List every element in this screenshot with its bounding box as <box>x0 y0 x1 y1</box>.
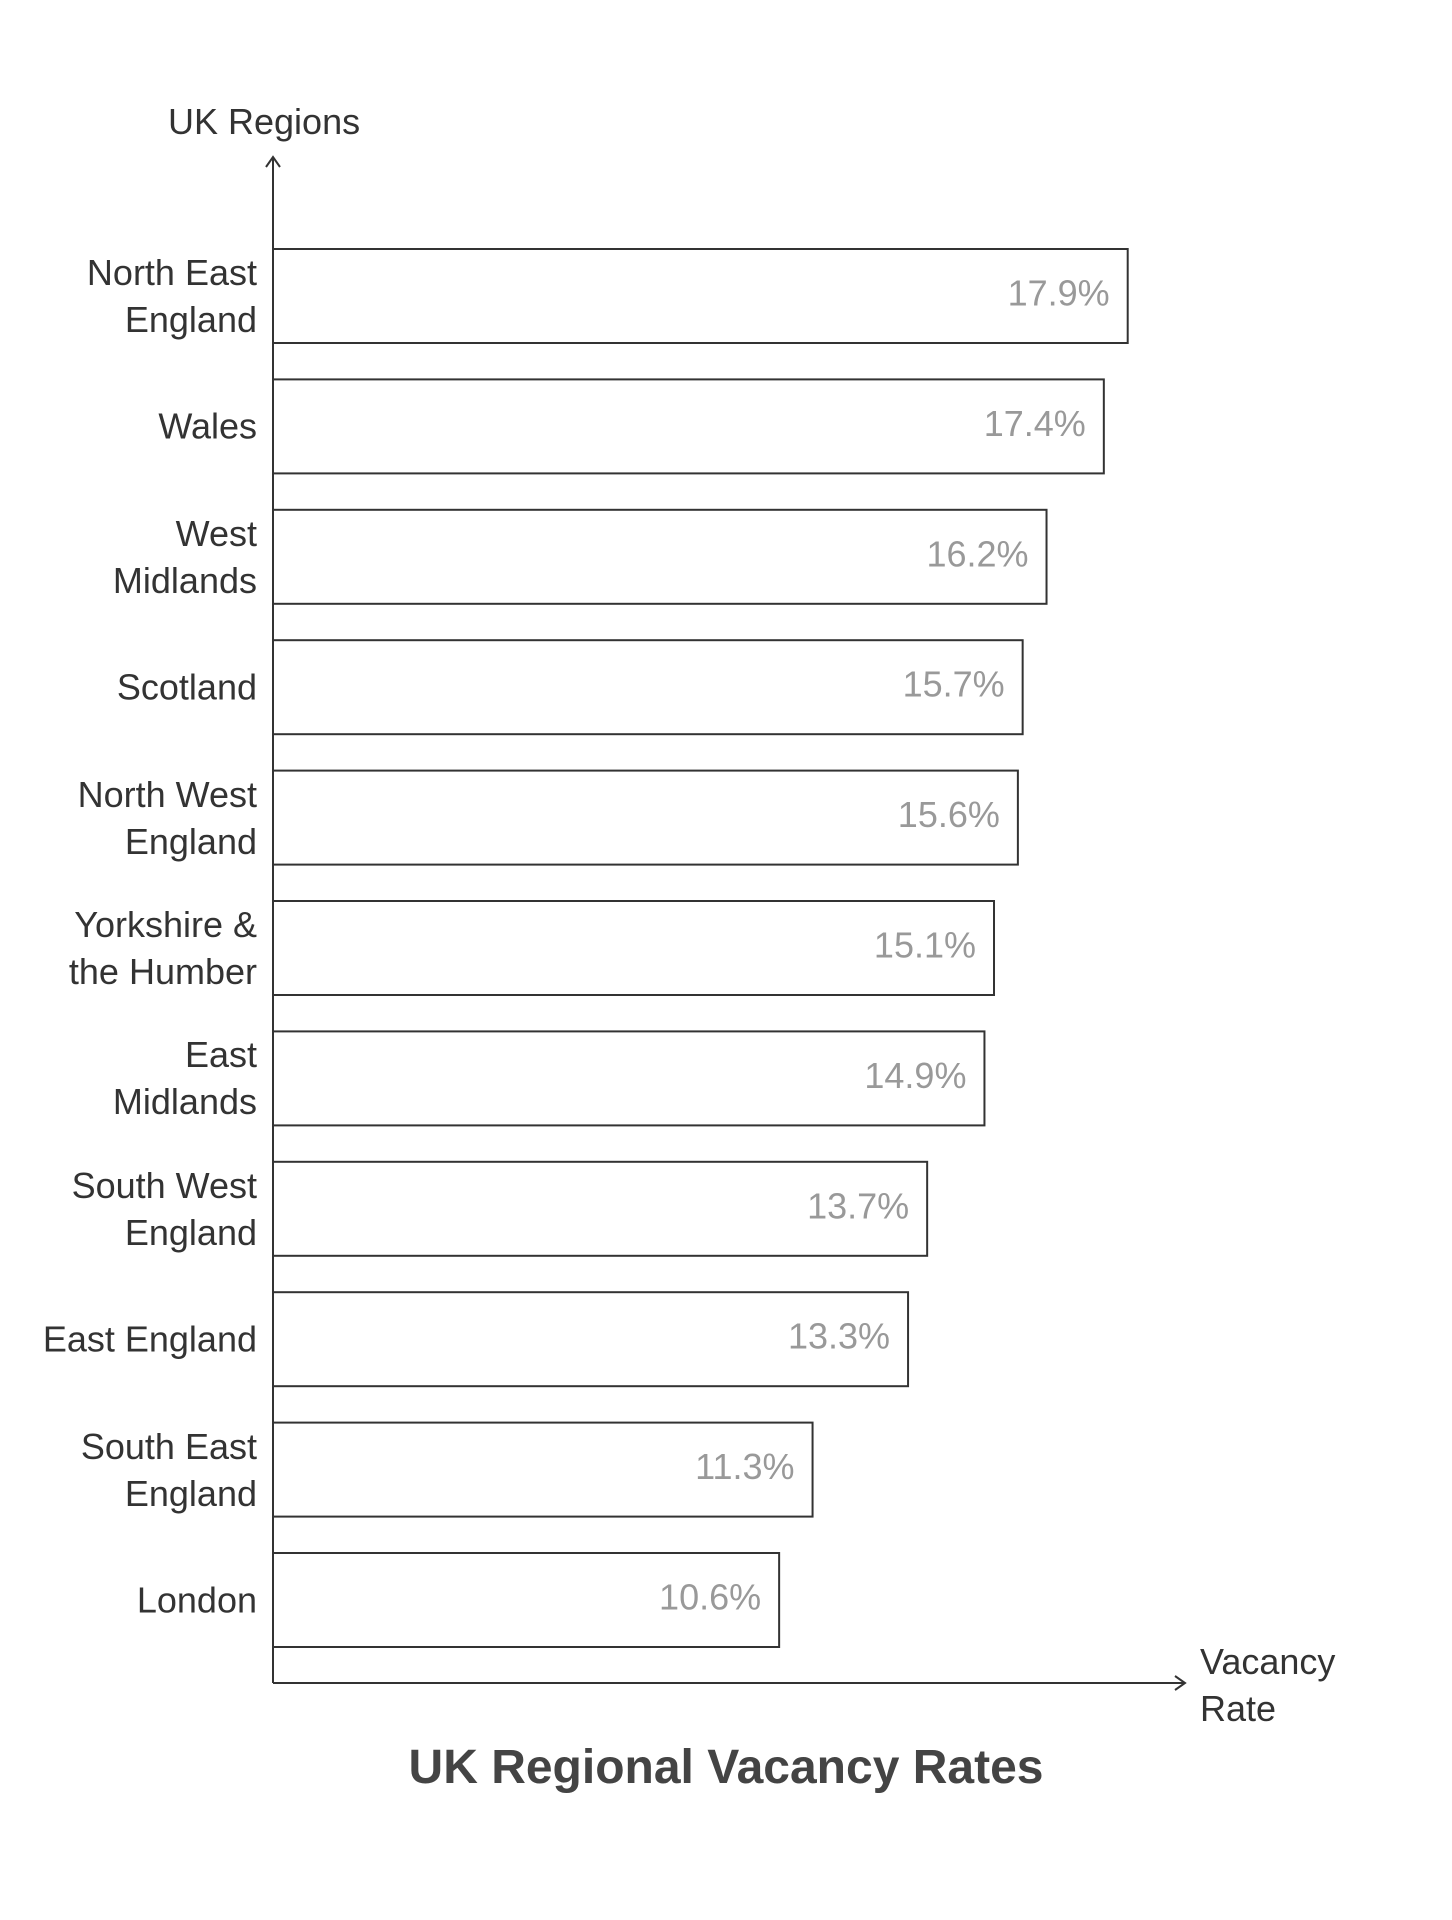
bar <box>272 1421 814 1518</box>
y-tick-label: North East England <box>86 252 257 340</box>
bar <box>272 1160 929 1257</box>
y-tick-label: South East England <box>80 1425 257 1514</box>
value-label: 13.3% <box>788 1316 890 1357</box>
y-tick-label: Scotland <box>116 666 257 708</box>
value-label: 17.4% <box>984 403 1086 444</box>
bar <box>272 248 1129 344</box>
y-axis-label: UK Regions <box>168 101 361 142</box>
chart-title: UK Regional Vacancy Rates <box>408 1741 1044 1794</box>
bar <box>272 1552 781 1648</box>
y-tick-label: London <box>136 1579 257 1621</box>
y-tick-label: Yorkshire & the Humber <box>68 904 257 992</box>
value-label: 17.9% <box>1008 273 1110 314</box>
y-tick-label: East Midlands <box>112 1034 257 1123</box>
bar <box>272 639 1024 736</box>
bar <box>272 1030 986 1127</box>
value-label: 11.3% <box>695 1446 794 1487</box>
value-label: 13.7% <box>807 1185 909 1226</box>
value-label: 15.1% <box>874 925 976 966</box>
bar <box>272 1291 910 1388</box>
y-axis-arrow <box>265 155 281 168</box>
bar <box>272 769 1019 866</box>
value-label: 15.7% <box>903 664 1005 705</box>
y-tick-label: South West England <box>71 1164 257 1253</box>
x-axis-label: Vacancy Rate <box>1200 1641 1336 1729</box>
value-label: 16.2% <box>926 533 1028 574</box>
bar <box>272 508 1048 605</box>
value-label: 15.6% <box>898 794 1000 835</box>
bar <box>272 378 1105 475</box>
value-label: 10.6% <box>659 1577 761 1618</box>
y-tick-label: East England <box>42 1318 257 1360</box>
y-tick-label: Wales <box>158 405 257 447</box>
y-tick-label: North West England <box>77 773 257 862</box>
bar <box>272 900 996 996</box>
value-label: 14.9% <box>864 1055 966 1096</box>
y-tick-label: West Midlands <box>112 512 257 601</box>
x-axis-arrow <box>1174 1675 1187 1691</box>
